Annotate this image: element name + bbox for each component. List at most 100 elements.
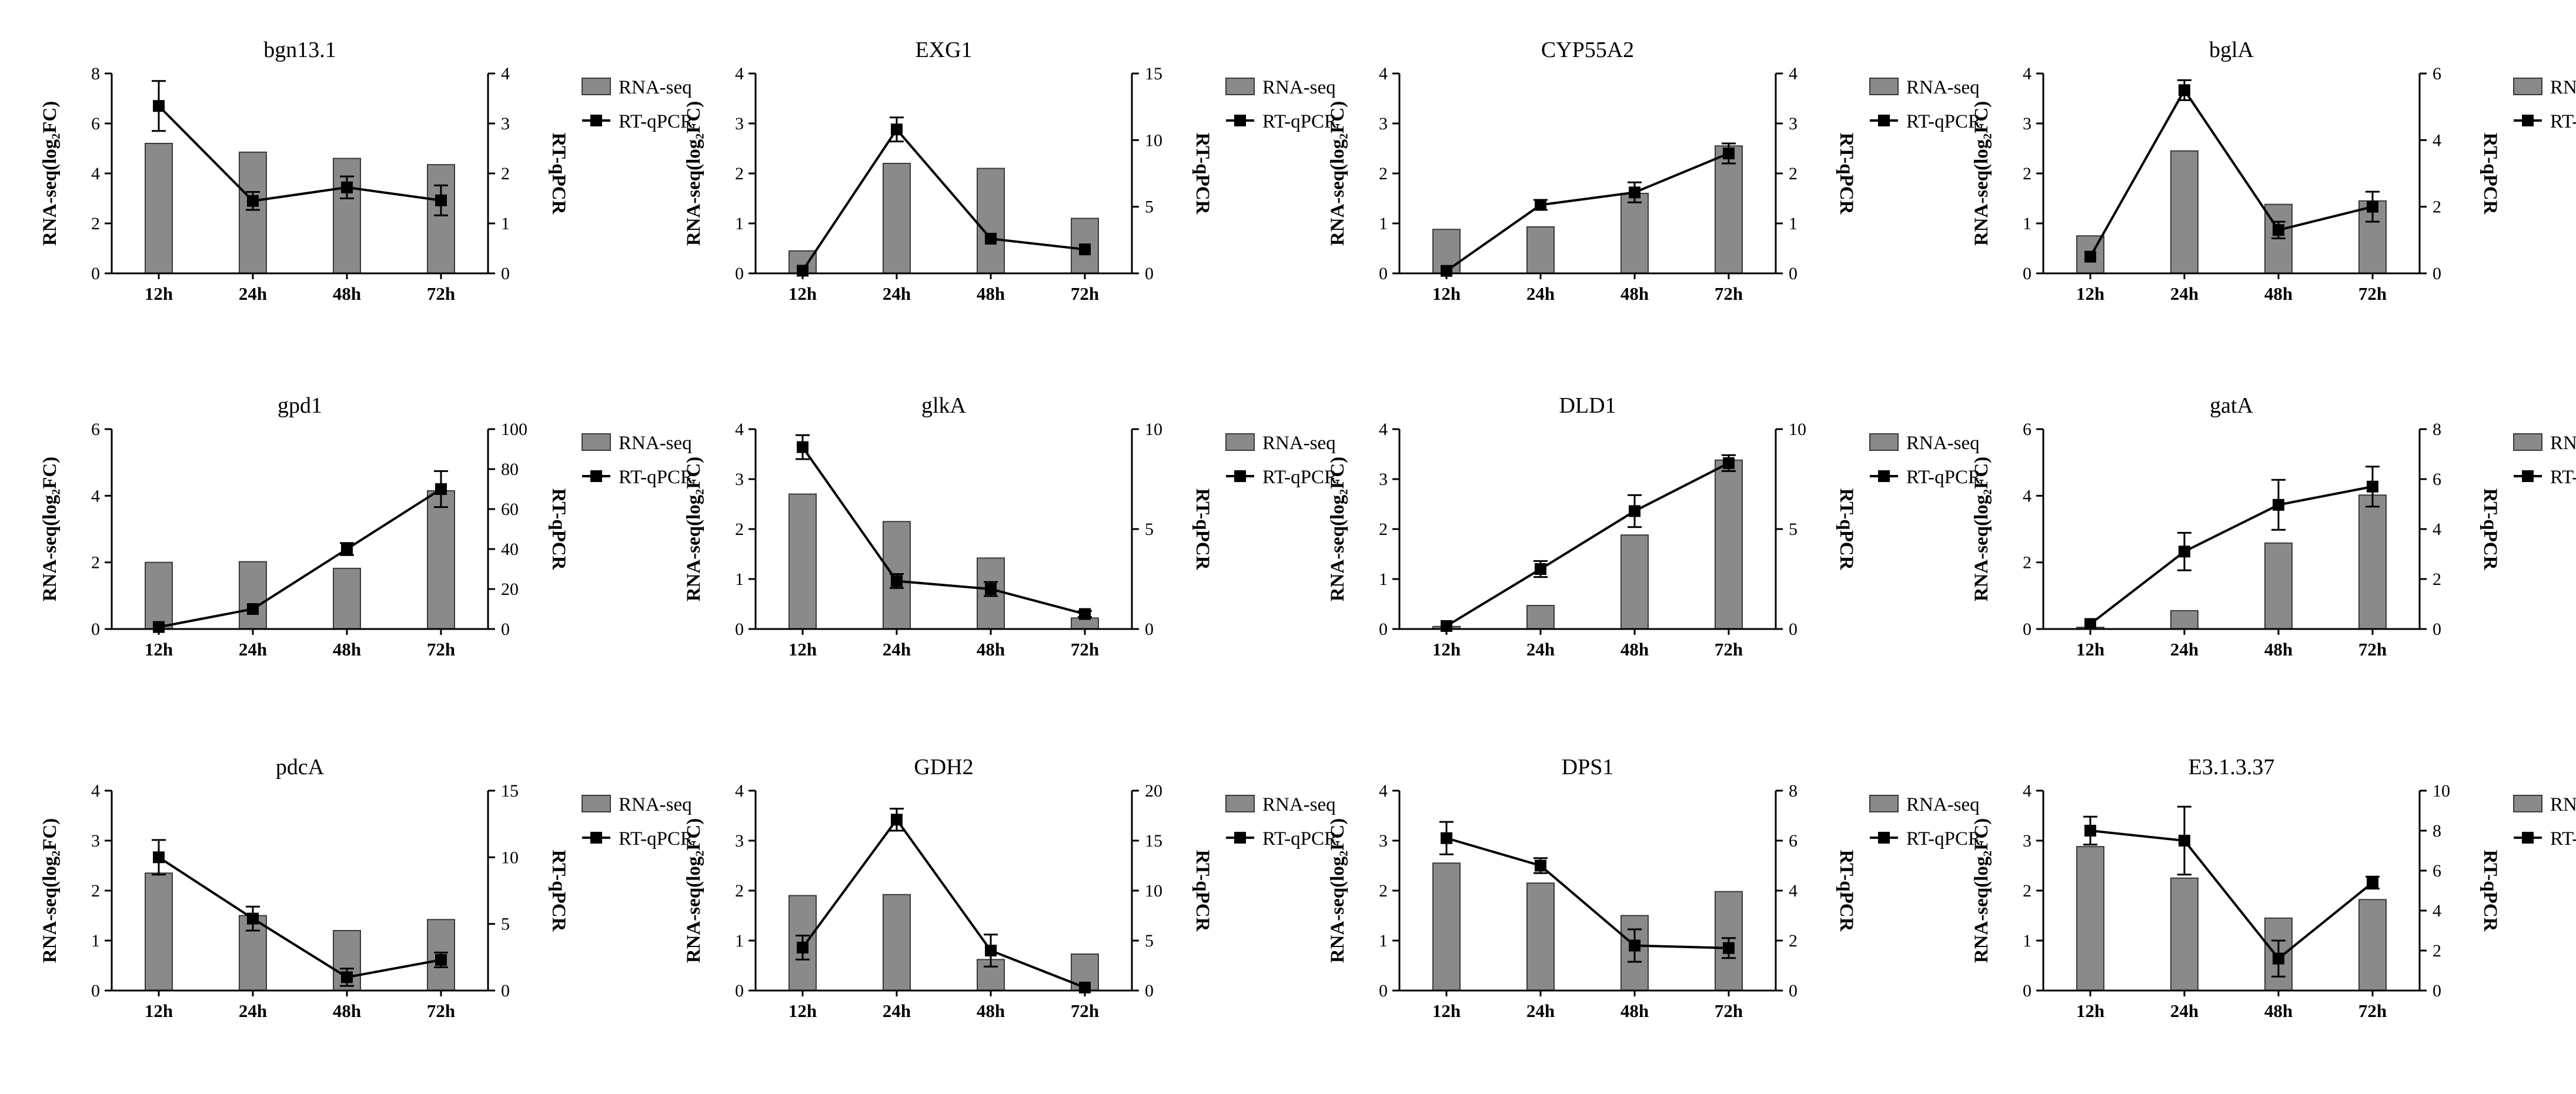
right-tick-label: 10: [1789, 420, 1806, 439]
left-tick-label: 0: [91, 620, 100, 639]
left-tick-label: 2: [91, 553, 100, 573]
left-tick-label: 0: [2023, 981, 2032, 1001]
x-tick-label: 72h: [427, 639, 455, 660]
left-tick-label: 8: [91, 64, 100, 83]
right-tick-label: 2: [2433, 941, 2441, 961]
right-axis-title: RT-qPCR: [548, 489, 569, 571]
legend-line-label: RT-qPCR: [1906, 111, 1981, 132]
rtqpcr-line: [1446, 837, 1729, 949]
x-tick-label: 24h: [1526, 639, 1555, 660]
rtqpcr-point: [247, 912, 259, 925]
chart-title: glkA: [921, 393, 967, 418]
x-tick-label: 12h: [145, 1001, 173, 1021]
right-tick-label: 8: [2433, 420, 2441, 439]
rnaseq-bar: [145, 143, 173, 274]
x-tick-label: 24h: [239, 283, 267, 304]
rtqpcr-point: [153, 851, 165, 864]
x-tick-label: 48h: [2264, 1001, 2293, 1021]
legend-line-label: RT-qPCR: [2550, 111, 2576, 132]
x-tick-label: 24h: [239, 639, 267, 660]
legend-bar-swatch: [1869, 433, 1899, 451]
right-tick-label: 3: [501, 114, 510, 133]
rtqpcr-point: [247, 603, 259, 615]
rtqpcr-line: [801, 817, 1085, 989]
left-tick-label: 1: [1379, 214, 1388, 233]
rtqpcr-point: [2367, 480, 2378, 493]
rtqpcr-point: [1723, 457, 1735, 469]
x-tick-label: 72h: [1071, 1001, 1099, 1021]
chart-title: gpd1: [278, 393, 322, 418]
rtqpcr-point: [341, 971, 353, 983]
rnaseq-bar: [333, 567, 361, 630]
left-tick-label: 3: [1379, 831, 1388, 851]
legend-bar-label: RNA-seq: [2550, 794, 2576, 815]
right-tick-label: 4: [501, 64, 510, 83]
left-tick-label: 4: [1379, 420, 1388, 439]
left-axis-title: RNA-seq(log₂FC): [1971, 457, 1992, 601]
rtqpcr-point: [1079, 981, 1091, 993]
right-axis-title: RT-qPCR: [2480, 133, 2501, 215]
legend-bar-label: RNA-seq: [1906, 77, 1980, 98]
rtqpcr-line: [2089, 485, 2373, 625]
right-tick-label: 6: [2433, 861, 2441, 881]
left-tick-label: 4: [735, 420, 744, 439]
x-tick-label: 72h: [1715, 283, 1743, 304]
rtqpcr-point: [2273, 499, 2284, 511]
left-tick-label: 2: [735, 164, 744, 183]
x-tick-label: 72h: [2358, 639, 2387, 660]
legend-bar-label: RNA-seq: [1906, 433, 1980, 454]
x-tick-label: 12h: [1432, 1001, 1461, 1021]
rtqpcr-line: [1445, 462, 1729, 627]
rtqpcr-point: [435, 954, 447, 966]
rtqpcr-point: [2084, 618, 2096, 630]
right-tick-label: 10: [1145, 131, 1162, 150]
x-tick-label: 48h: [977, 1001, 1005, 1021]
rtqpcr-point: [2367, 200, 2378, 213]
rtqpcr-point: [985, 945, 997, 956]
left-tick-label: 2: [2023, 553, 2032, 573]
right-tick-label: 8: [2433, 821, 2441, 841]
right-axis-title: RT-qPCR: [2480, 850, 2501, 932]
left-axis-title: RNA-seq(log₂FC): [683, 457, 704, 601]
right-axis-title: RT-qPCR: [548, 133, 569, 215]
legend-bar-swatch: [2513, 795, 2542, 812]
left-tick-label: 0: [2023, 264, 2032, 283]
x-tick-label: 24h: [239, 1001, 267, 1021]
left-tick-label: 3: [1379, 470, 1388, 489]
legend-line-label: RT-qPCR: [1262, 467, 1337, 488]
left-tick-label: 4: [735, 64, 744, 83]
x-tick-label: 24h: [883, 283, 911, 304]
legend-bar-swatch: [2513, 433, 2542, 451]
left-tick-label: 1: [735, 931, 744, 951]
rnaseq-bar: [1621, 534, 1649, 630]
rtqpcr-line: [2090, 829, 2374, 961]
right-tick-label: 2: [2433, 570, 2441, 589]
left-tick-label: 2: [735, 881, 744, 901]
left-tick-label: 4: [735, 781, 744, 801]
right-tick-label: 0: [1789, 981, 1797, 1001]
right-tick-label: 10: [501, 848, 519, 867]
left-tick-label: 3: [91, 831, 100, 851]
rtqpcr-point: [1629, 186, 1641, 199]
rtqpcr-point: [797, 941, 808, 954]
right-tick-label: 1: [501, 214, 510, 233]
right-tick-label: 2: [1789, 164, 1797, 183]
right-axis-title: RT-qPCR: [1836, 489, 1857, 571]
rnaseq-bar: [1526, 605, 1555, 630]
rtqpcr-line: [1445, 152, 1729, 272]
legend-bar-swatch: [1225, 78, 1255, 95]
left-axis-title: RNA-seq(log₂FC): [1327, 818, 1348, 963]
chart-title: DPS1: [1562, 755, 1614, 779]
x-tick-label: 12h: [145, 283, 173, 304]
left-tick-label: 0: [735, 620, 744, 639]
rtqpcr-point: [1535, 859, 1546, 872]
right-axis-title: RT-qPCR: [2480, 489, 2501, 571]
x-tick-label: 24h: [883, 639, 911, 660]
legend-line-marker: [1878, 470, 1890, 482]
right-tick-label: 1: [1789, 214, 1797, 233]
rtqpcr-line: [158, 488, 442, 628]
right-axis-title: RT-qPCR: [1192, 850, 1213, 932]
rtqpcr-point: [2084, 250, 2096, 263]
rnaseq-bar: [883, 163, 911, 274]
x-tick-label: 12h: [788, 1001, 817, 1021]
